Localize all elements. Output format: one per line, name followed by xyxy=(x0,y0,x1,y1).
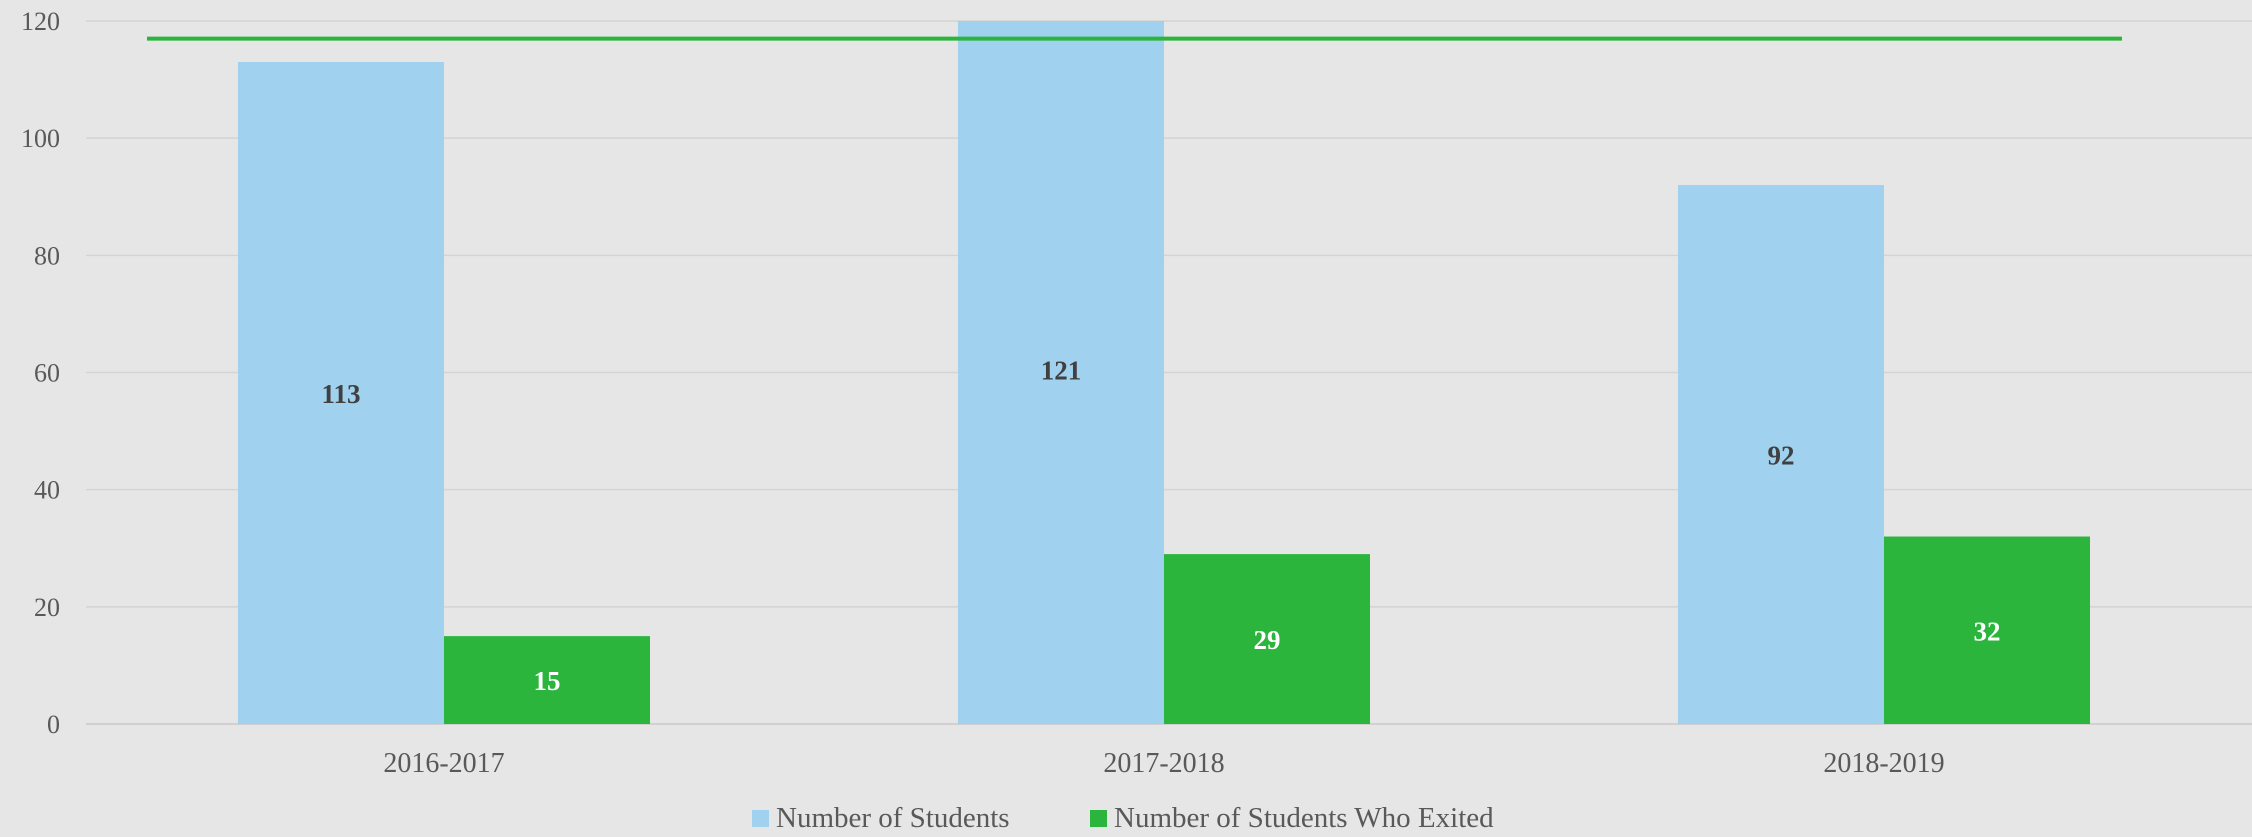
gridlines xyxy=(86,20,2252,725)
x-tick-label: 2016-2017 xyxy=(383,748,504,779)
legend-swatch xyxy=(1090,810,1107,827)
x-tick-label: 2017-2018 xyxy=(1103,748,1224,779)
data-label: 113 xyxy=(321,379,360,409)
data-label: 121 xyxy=(1041,356,1082,386)
legend-swatch xyxy=(752,810,769,827)
data-label: 92 xyxy=(1768,441,1795,471)
x-axis-ticks: 2016-2017 2017-2018 2018-2019 xyxy=(383,748,1944,779)
data-label: 15 xyxy=(534,666,561,696)
bar-number-of-students-who-exited xyxy=(1884,536,2090,724)
legend-label: Number of Students xyxy=(776,802,1010,834)
bar-number-of-students-who-exited xyxy=(1164,554,1370,724)
y-tick-label: 0 xyxy=(47,710,60,739)
legend-label: Number of Students Who Exited xyxy=(1114,802,1494,834)
bar-number-of-students xyxy=(958,21,1164,724)
bar-number-of-students xyxy=(1678,185,1884,725)
y-tick-label: 60 xyxy=(34,359,60,388)
y-tick-label: 80 xyxy=(34,241,60,270)
x-tick-label: 2018-2019 xyxy=(1823,748,1944,779)
y-tick-label: 100 xyxy=(21,124,60,153)
data-label: 32 xyxy=(1974,616,2001,646)
bar-number-of-students-who-exited xyxy=(444,636,650,724)
y-tick-label: 40 xyxy=(34,476,60,505)
y-tick-label: 20 xyxy=(34,593,60,622)
bar-number-of-students xyxy=(238,62,444,724)
data-label: 29 xyxy=(1254,625,1281,655)
y-axis-ticks: 0 20 40 60 80 100 120 xyxy=(21,7,60,739)
data-labels: 113 15 121 29 92 32 xyxy=(321,356,2000,696)
bars xyxy=(238,21,2090,725)
y-tick-label: 120 xyxy=(21,7,60,36)
legend: Number of Students Number of Students Who… xyxy=(752,802,1494,834)
